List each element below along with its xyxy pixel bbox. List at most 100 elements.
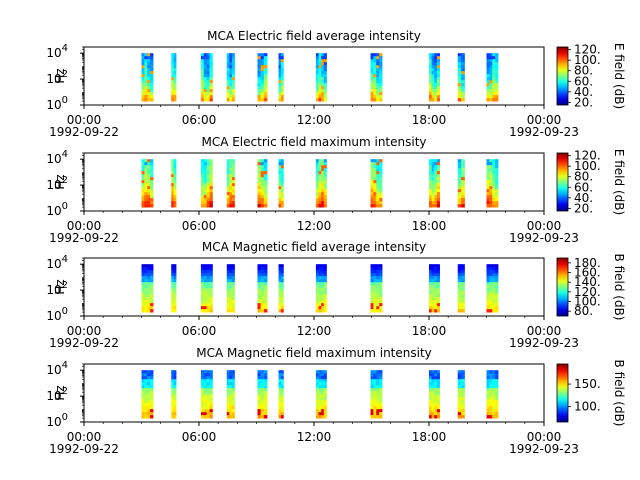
spectrogram-cell xyxy=(434,83,438,87)
spectrogram-cell xyxy=(431,267,435,271)
spectrogram-cell xyxy=(171,400,175,404)
spectrogram-cell xyxy=(492,376,496,380)
spectrogram-cell xyxy=(229,192,233,196)
spectrogram-cell xyxy=(434,385,438,389)
spectrogram-cell xyxy=(492,77,496,81)
spectrogram-cell xyxy=(263,267,268,271)
spectrogram-cell xyxy=(321,195,325,199)
spectrogram-cell xyxy=(150,186,154,190)
spectrogram-cell xyxy=(318,273,322,277)
spectrogram-cell xyxy=(376,56,380,60)
spectrogram-cell xyxy=(226,162,230,166)
spectrogram-cell xyxy=(278,165,282,169)
spectrogram-cell xyxy=(260,98,265,102)
spectrogram-cell xyxy=(226,201,230,205)
spectrogram-cell xyxy=(257,192,262,196)
spectrogram-cell xyxy=(278,186,282,190)
spectrogram-cell xyxy=(280,412,284,416)
spectrogram-cell xyxy=(373,98,377,102)
spectrogram-cell xyxy=(436,376,440,380)
spectrogram-cell xyxy=(231,198,235,202)
spectrogram-cell xyxy=(373,309,377,313)
spectrogram-cell xyxy=(150,98,154,102)
spectrogram-cell xyxy=(260,415,265,419)
spectrogram-cell xyxy=(141,273,145,277)
spectrogram-cell xyxy=(173,267,177,271)
spectrogram-cell xyxy=(206,409,210,413)
spectrogram-cell xyxy=(200,288,205,292)
spectrogram-cell xyxy=(379,297,383,301)
spectrogram-cell xyxy=(431,409,435,413)
spectrogram-cell xyxy=(495,59,499,63)
spectrogram-cell xyxy=(379,306,383,310)
spectrogram-cell xyxy=(231,403,235,407)
spectrogram-cell xyxy=(206,300,210,304)
spectrogram-cell xyxy=(318,177,322,181)
spectrogram-cell xyxy=(315,186,319,190)
spectrogram-cell xyxy=(206,373,210,377)
spectrogram-cell xyxy=(231,270,235,274)
spectrogram-cell xyxy=(376,186,380,190)
spectrogram-cell xyxy=(200,279,205,283)
spectrogram-cell xyxy=(461,279,465,283)
spectrogram-cell xyxy=(461,95,465,99)
spectrogram-cell xyxy=(206,65,210,69)
spectrogram-cell xyxy=(260,86,265,90)
spectrogram-cell xyxy=(457,89,462,93)
spectrogram-cell xyxy=(370,195,374,199)
spectrogram-cell xyxy=(173,53,177,57)
data-segment xyxy=(141,159,154,208)
spectrogram-cell xyxy=(147,291,151,295)
spectrogram-cell xyxy=(141,168,145,172)
spectrogram-cell xyxy=(379,168,383,172)
spectrogram-cell xyxy=(489,56,493,60)
spectrogram-cell xyxy=(370,53,374,57)
spectrogram-cell xyxy=(431,394,435,398)
spectrogram-cell xyxy=(203,297,208,301)
spectrogram-cell xyxy=(436,373,440,377)
spectrogram-cell xyxy=(263,159,268,163)
spectrogram-cell xyxy=(379,192,383,196)
spectrogram-cell xyxy=(144,394,148,398)
spectrogram-cell xyxy=(171,370,175,374)
spectrogram-cell xyxy=(373,382,377,386)
spectrogram-cell xyxy=(370,59,374,63)
spectrogram-cell xyxy=(492,189,496,193)
spectrogram-cell xyxy=(280,183,284,187)
spectrogram-cell xyxy=(206,192,210,196)
spectrogram-cell xyxy=(431,397,435,401)
spectrogram-cell xyxy=(257,382,262,386)
spectrogram-cell xyxy=(200,92,205,96)
spectrogram-cell xyxy=(173,195,177,199)
y-axis-label: Hz xyxy=(53,279,67,294)
spectrogram-cell xyxy=(150,300,154,304)
spectrogram-cell xyxy=(318,382,322,386)
spectrogram-cell xyxy=(147,77,151,81)
spectrogram-cell xyxy=(461,162,465,166)
spectrogram-cell xyxy=(144,168,148,172)
spectrogram-cell xyxy=(206,201,210,205)
spectrogram-cell xyxy=(492,379,496,383)
spectrogram-cell xyxy=(429,300,433,304)
spectrogram-cell xyxy=(203,309,208,313)
spectrogram-cell xyxy=(436,300,440,304)
spectrogram-cell xyxy=(436,306,440,310)
spectrogram-cell xyxy=(200,403,205,407)
spectrogram-cell xyxy=(141,68,145,72)
spectrogram-cell xyxy=(457,195,462,199)
spectrogram-cell xyxy=(321,56,325,60)
spectrogram-cell xyxy=(200,400,205,404)
spectrogram-cell xyxy=(323,403,327,407)
spectrogram-cell xyxy=(229,174,233,178)
spectrogram-cell xyxy=(436,98,440,102)
spectrogram-cell xyxy=(231,300,235,304)
spectrogram-cell xyxy=(495,168,499,172)
spectrogram-cell xyxy=(315,165,319,169)
spectrogram-cell xyxy=(278,273,282,277)
colorbar-tick-label: 160. xyxy=(574,266,601,280)
spectrogram-cell xyxy=(315,406,319,410)
spectrogram-cell xyxy=(370,400,374,404)
spectrogram-cell xyxy=(173,303,177,307)
spectrogram-cell xyxy=(370,270,374,274)
spectrogram-cell xyxy=(323,59,327,63)
